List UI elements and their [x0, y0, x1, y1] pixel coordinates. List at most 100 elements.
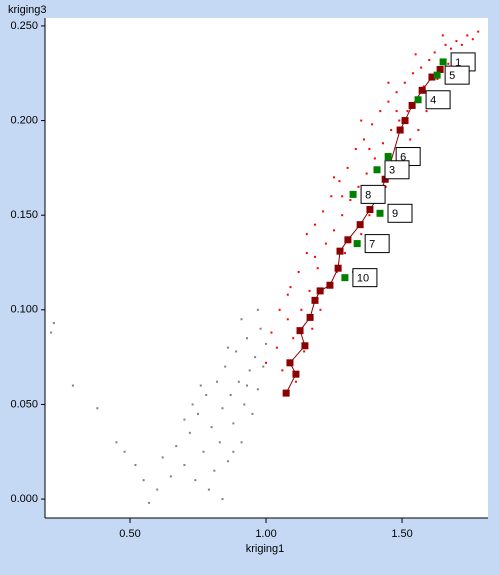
point — [417, 129, 420, 132]
point — [471, 38, 474, 41]
y-tick-label: 0.000 — [10, 493, 38, 505]
point — [406, 110, 409, 113]
point — [300, 308, 303, 311]
point — [221, 407, 224, 410]
point — [349, 199, 352, 202]
point — [311, 296, 319, 304]
point-label-box — [384, 160, 410, 180]
point — [354, 147, 357, 150]
point-label: 5 — [449, 70, 455, 82]
point — [316, 287, 324, 295]
point — [213, 469, 216, 472]
point — [403, 81, 406, 84]
point — [379, 110, 382, 113]
point — [245, 384, 248, 387]
point — [319, 308, 322, 311]
point — [243, 403, 246, 406]
point — [169, 475, 172, 478]
point — [433, 51, 436, 54]
y-axis-label: kriging3 — [8, 4, 47, 16]
point — [313, 223, 316, 226]
point — [346, 166, 349, 169]
point — [305, 252, 308, 255]
point — [447, 62, 450, 65]
point-label-box — [352, 268, 378, 288]
point — [262, 365, 265, 368]
point — [433, 71, 441, 79]
point — [301, 342, 309, 350]
point — [123, 450, 126, 453]
point — [197, 412, 200, 415]
point — [183, 464, 186, 467]
point-label-box — [444, 65, 470, 85]
point — [439, 58, 447, 66]
point — [360, 119, 363, 122]
point — [294, 380, 297, 383]
point — [286, 293, 289, 296]
point — [237, 380, 240, 383]
point — [245, 337, 248, 340]
point — [455, 40, 458, 43]
point — [205, 393, 208, 396]
point — [134, 464, 137, 467]
point — [441, 34, 444, 37]
x-tick-label: 1.50 — [391, 528, 412, 540]
point — [366, 206, 374, 214]
point — [207, 488, 210, 491]
point — [313, 255, 316, 258]
point — [396, 126, 404, 134]
point — [194, 479, 197, 482]
point-label: 3 — [389, 165, 395, 177]
point — [460, 43, 463, 46]
point — [384, 153, 392, 161]
point — [183, 418, 186, 421]
point — [390, 129, 393, 132]
point-label-box — [425, 90, 451, 110]
point — [336, 247, 344, 255]
point-label-box — [364, 234, 390, 254]
point — [376, 209, 384, 217]
point — [303, 350, 306, 353]
point — [142, 479, 145, 482]
point — [226, 346, 229, 349]
point — [316, 267, 319, 270]
point — [297, 270, 300, 273]
point — [428, 59, 431, 62]
point — [240, 441, 243, 444]
point-label: 1 — [455, 57, 461, 69]
point — [338, 180, 341, 183]
point — [414, 96, 422, 104]
point — [373, 166, 381, 174]
point — [161, 456, 164, 459]
point — [96, 407, 99, 410]
point — [224, 365, 227, 368]
point — [411, 72, 414, 75]
point — [341, 195, 344, 198]
point — [344, 236, 352, 244]
point — [275, 346, 278, 349]
point — [362, 138, 365, 141]
point-label: 8 — [365, 189, 371, 201]
point — [356, 221, 364, 229]
point — [398, 119, 401, 122]
point — [229, 393, 232, 396]
point — [436, 65, 444, 73]
point — [199, 384, 202, 387]
point — [235, 350, 238, 353]
point — [409, 138, 412, 141]
point — [218, 441, 221, 444]
y-tick-label: 0.200 — [10, 114, 38, 126]
point — [408, 101, 416, 109]
point — [395, 91, 398, 94]
point — [360, 233, 363, 236]
point — [282, 389, 290, 397]
point — [306, 313, 314, 321]
point — [265, 361, 268, 364]
point — [322, 210, 325, 213]
point-label-box — [360, 184, 386, 204]
point-label: 10 — [357, 273, 369, 285]
point — [281, 369, 284, 372]
point — [216, 380, 219, 383]
point — [324, 242, 327, 245]
point — [296, 327, 304, 335]
